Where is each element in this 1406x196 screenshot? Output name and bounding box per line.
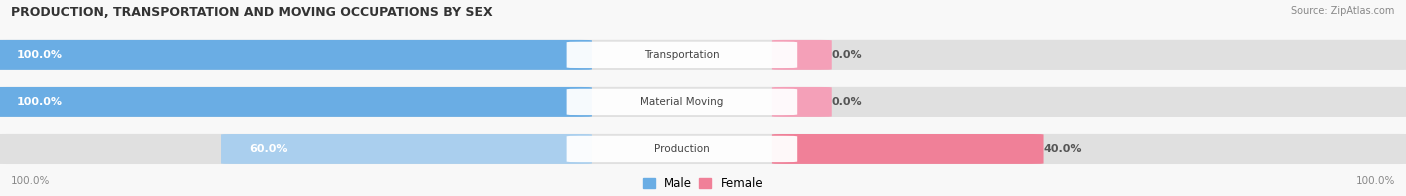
FancyBboxPatch shape bbox=[567, 136, 797, 162]
FancyBboxPatch shape bbox=[772, 40, 832, 70]
FancyBboxPatch shape bbox=[221, 134, 592, 164]
Text: 60.0%: 60.0% bbox=[249, 144, 288, 154]
Text: Material Moving: Material Moving bbox=[640, 97, 724, 107]
FancyBboxPatch shape bbox=[0, 87, 1406, 117]
FancyBboxPatch shape bbox=[567, 42, 797, 68]
FancyBboxPatch shape bbox=[0, 134, 1406, 164]
Text: 100.0%: 100.0% bbox=[17, 97, 63, 107]
FancyBboxPatch shape bbox=[772, 87, 832, 117]
Text: PRODUCTION, TRANSPORTATION AND MOVING OCCUPATIONS BY SEX: PRODUCTION, TRANSPORTATION AND MOVING OC… bbox=[11, 6, 494, 19]
Text: 0.0%: 0.0% bbox=[832, 97, 862, 107]
Text: 40.0%: 40.0% bbox=[1043, 144, 1083, 154]
Text: 100.0%: 100.0% bbox=[11, 176, 51, 186]
Text: 100.0%: 100.0% bbox=[17, 50, 63, 60]
FancyBboxPatch shape bbox=[0, 40, 592, 70]
FancyBboxPatch shape bbox=[567, 89, 797, 115]
FancyBboxPatch shape bbox=[772, 134, 1043, 164]
Text: Source: ZipAtlas.com: Source: ZipAtlas.com bbox=[1291, 6, 1395, 16]
FancyBboxPatch shape bbox=[0, 87, 592, 117]
Text: Production: Production bbox=[654, 144, 710, 154]
Legend: Male, Female: Male, Female bbox=[643, 177, 763, 190]
Text: 100.0%: 100.0% bbox=[1355, 176, 1395, 186]
FancyBboxPatch shape bbox=[0, 40, 1406, 70]
Text: Transportation: Transportation bbox=[644, 50, 720, 60]
Text: 0.0%: 0.0% bbox=[832, 50, 862, 60]
